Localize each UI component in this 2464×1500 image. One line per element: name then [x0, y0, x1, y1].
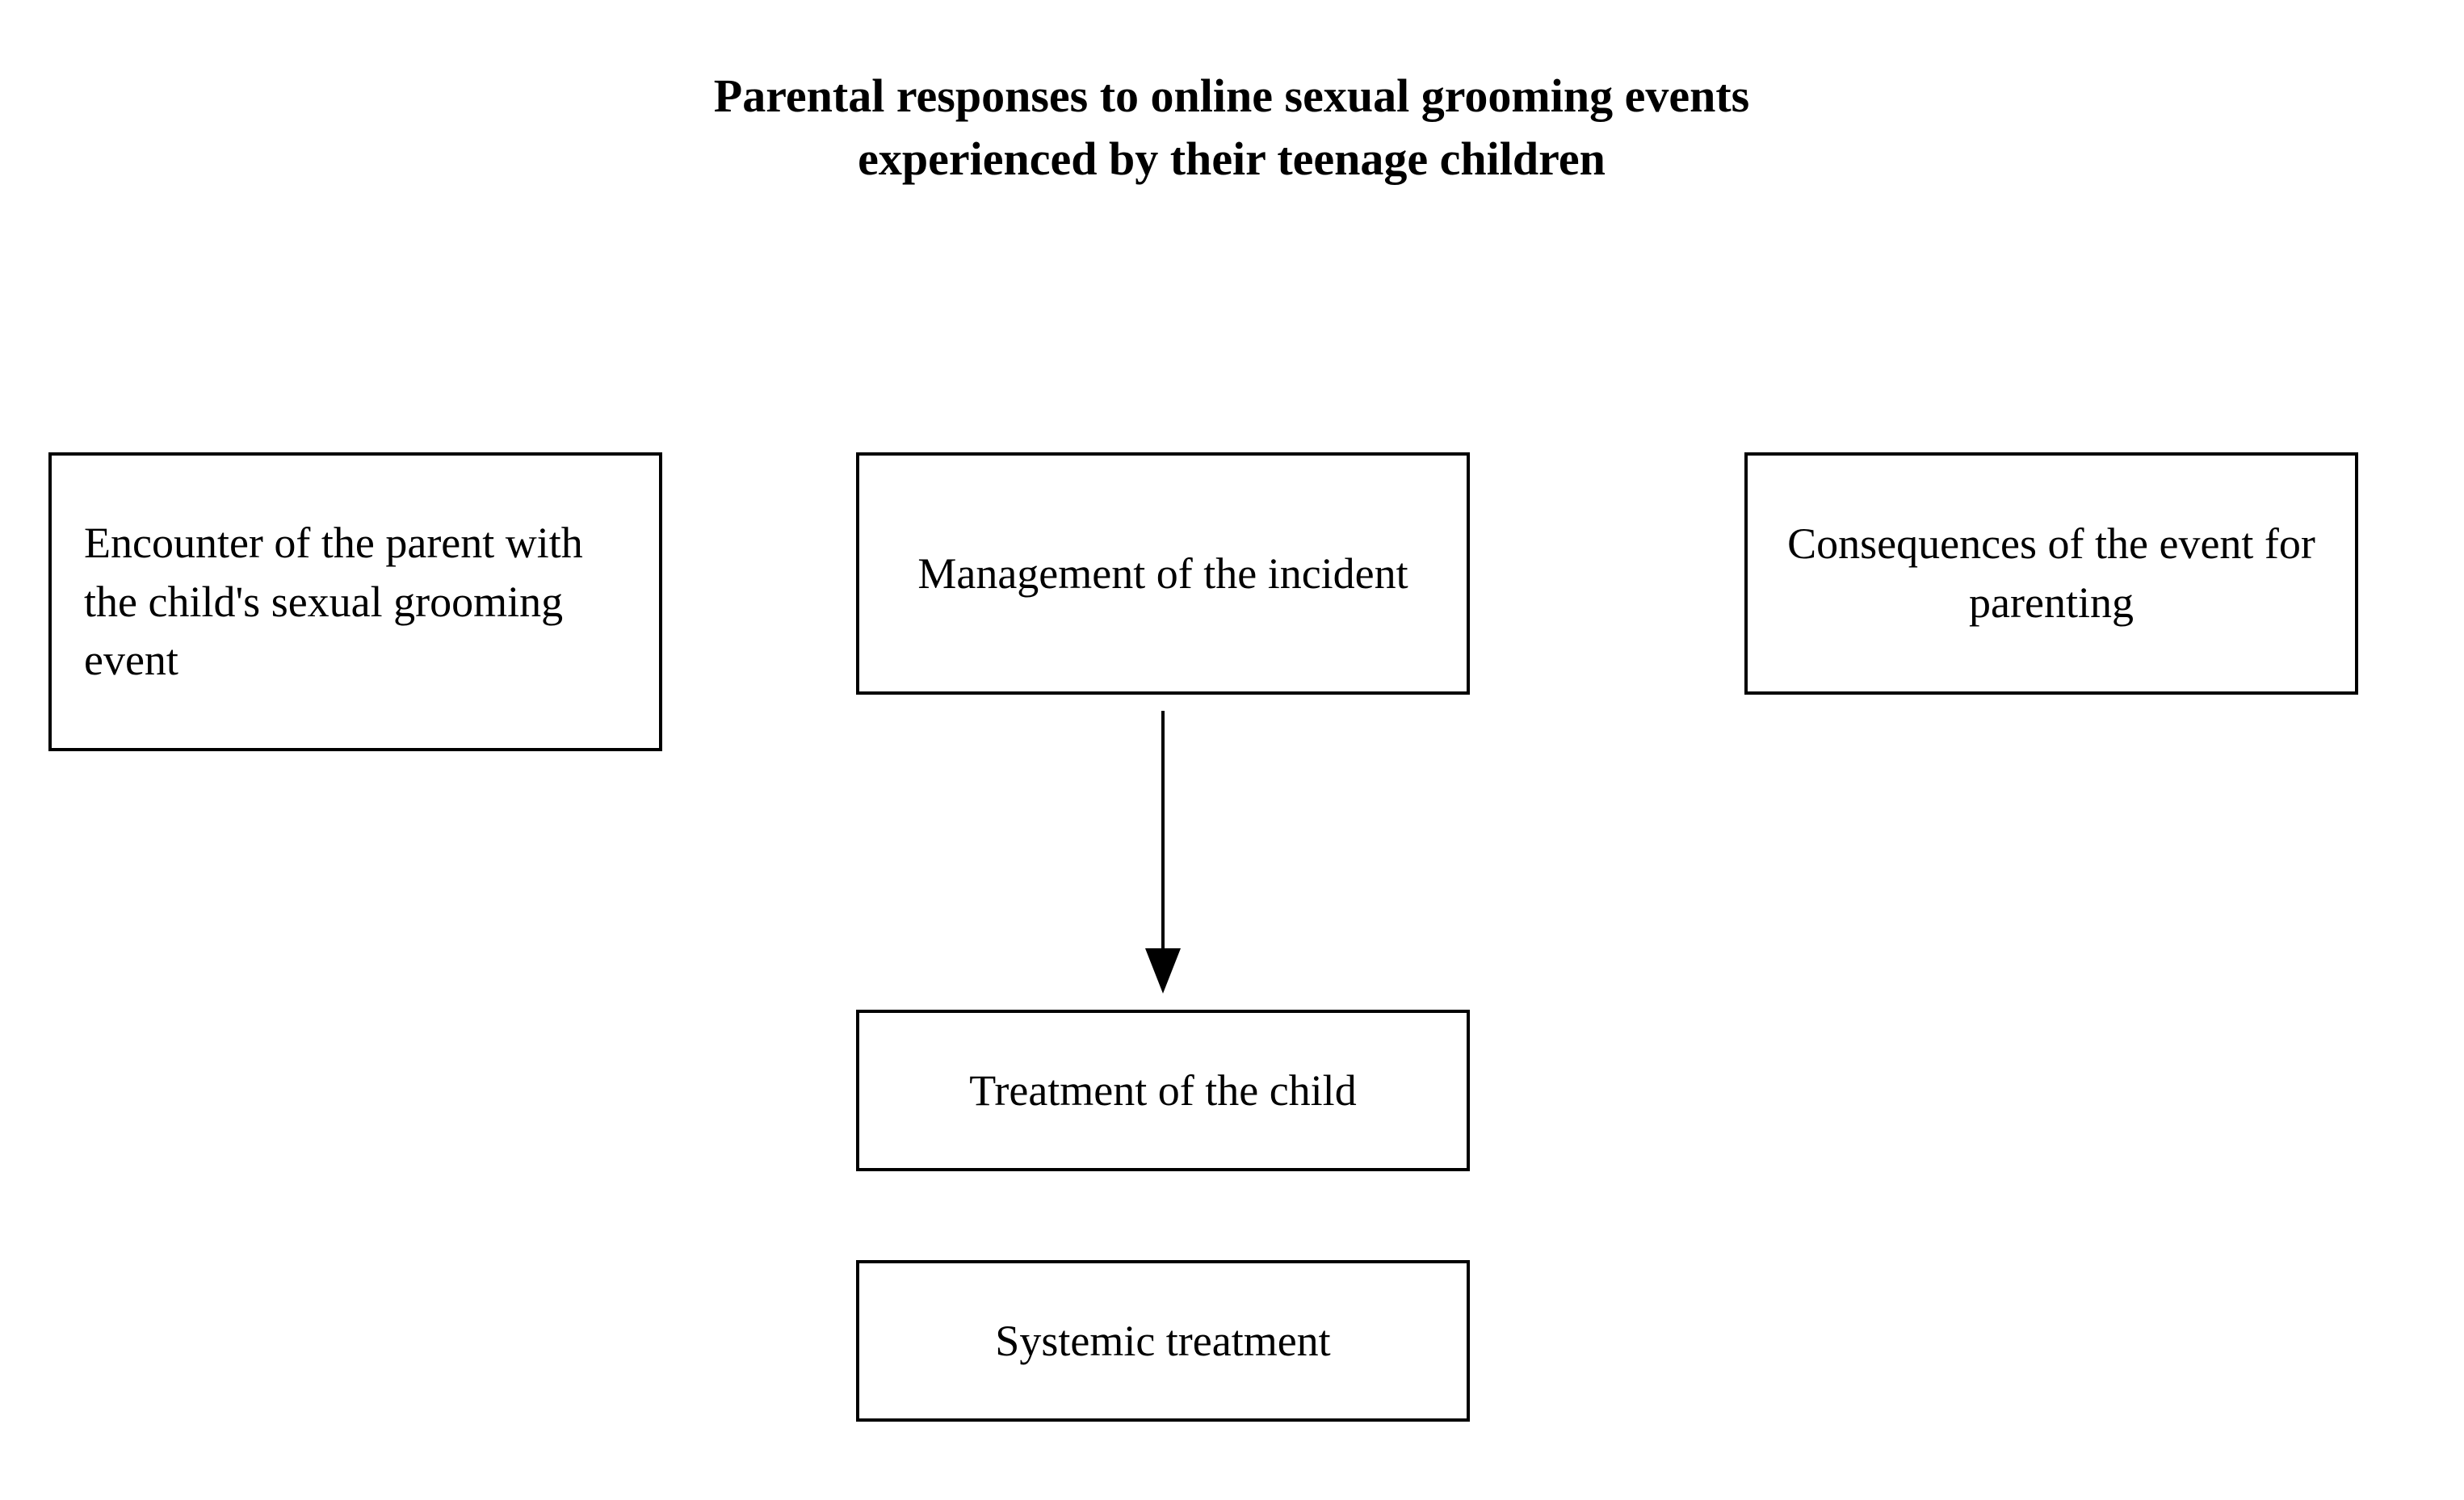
- node-treatment-child: Treatment of the child: [856, 1010, 1470, 1171]
- diagram-title: Parental responses to online sexual groo…: [262, 65, 2201, 191]
- node-systemic-treatment: Systemic treatment: [856, 1260, 1470, 1422]
- node-management-label: Management of the incident: [859, 544, 1467, 603]
- node-systemic-treatment-label: Systemic treatment: [859, 1312, 1467, 1371]
- node-treatment-child-label: Treatment of the child: [859, 1061, 1467, 1120]
- node-encounter-label: Encounter of the parent with the child's…: [52, 514, 659, 691]
- node-encounter: Encounter of the parent with the child's…: [48, 452, 662, 751]
- edge-management-to-treatment: [1139, 703, 1187, 1002]
- diagram-canvas: Parental responses to online sexual groo…: [0, 0, 2464, 1500]
- node-management: Management of the incident: [856, 452, 1470, 695]
- diagram-title-line1: Parental responses to online sexual groo…: [714, 69, 1749, 122]
- node-consequences: Consequences of the event for parenting: [1744, 452, 2358, 695]
- node-consequences-label: Consequences of the event for parenting: [1748, 515, 2355, 632]
- diagram-title-line2: experienced by their teenage children: [858, 132, 1606, 185]
